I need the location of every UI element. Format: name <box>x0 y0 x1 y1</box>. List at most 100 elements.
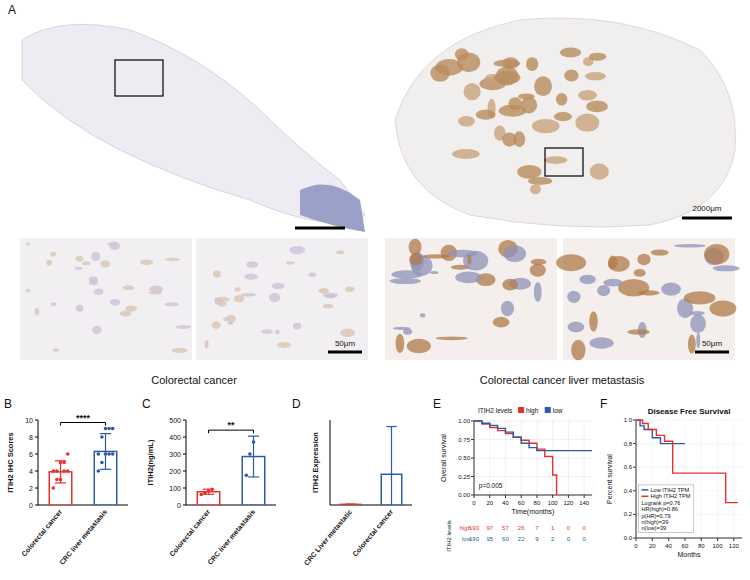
table-title: ITIH2 levels <box>446 520 452 552</box>
point <box>107 452 111 456</box>
scale-bar <box>295 227 345 230</box>
tick <box>183 437 186 438</box>
tissue <box>164 302 179 306</box>
tissue <box>556 93 567 106</box>
tissue <box>92 326 101 334</box>
tissue <box>340 328 355 337</box>
tissue <box>589 337 613 348</box>
table-cell: 26 <box>518 525 525 531</box>
tick-label: 100 <box>713 543 724 549</box>
tissue <box>504 245 527 262</box>
tissue <box>271 283 284 289</box>
point <box>55 469 59 473</box>
zoom-image <box>20 238 192 360</box>
table-cell: 190 <box>469 536 480 542</box>
tick-label: 100 <box>169 485 181 492</box>
tissue <box>452 149 480 159</box>
tissue <box>513 131 525 147</box>
tissue <box>140 260 153 266</box>
tissue <box>704 244 729 265</box>
tissue <box>476 110 496 120</box>
table-cell: 22 <box>518 536 525 542</box>
plot-bg <box>636 420 742 538</box>
tick-label: 20 <box>649 543 656 549</box>
plot-bg <box>474 421 592 495</box>
tissue <box>326 294 336 298</box>
tissue <box>455 48 469 60</box>
tissue <box>213 270 221 277</box>
tissue <box>530 263 546 276</box>
grid-line <box>521 421 522 495</box>
tissue <box>567 291 580 303</box>
error-cap <box>386 426 396 427</box>
tick-label: 4 <box>29 468 33 475</box>
tick-label: 8 <box>29 434 33 441</box>
tick <box>183 454 186 455</box>
point <box>55 478 59 482</box>
tissue <box>235 287 241 291</box>
table-cell: 2 <box>551 536 555 542</box>
tissue <box>318 288 329 294</box>
tissue <box>212 321 221 329</box>
title: Disease Free Survival <box>648 407 731 416</box>
point <box>62 461 66 465</box>
tick-label: 0.4 <box>624 488 633 494</box>
tissue <box>75 256 83 262</box>
tissue <box>458 116 475 127</box>
tick <box>35 471 38 472</box>
tick-label: 0.2 <box>624 511 633 517</box>
tissue <box>575 114 599 132</box>
tissue <box>269 293 281 302</box>
tick-label: 60 <box>682 543 689 549</box>
point <box>107 427 111 431</box>
tissue <box>215 298 221 305</box>
error-bar <box>55 461 66 483</box>
tick-label: 0.0 <box>624 535 633 541</box>
tissue <box>407 339 431 354</box>
tissue <box>120 311 132 317</box>
tick-label: 0.50 <box>458 455 470 461</box>
tissue <box>627 329 650 335</box>
tissue <box>455 272 482 284</box>
tick-label: 500 <box>169 417 181 424</box>
tissue <box>696 332 700 348</box>
tissue <box>531 259 547 265</box>
figure: A2000μm50μm50μmColorectal cancerColorect… <box>0 0 750 580</box>
point <box>111 452 115 456</box>
axis-title: Time(months) <box>512 508 555 516</box>
tissue <box>564 70 578 82</box>
point <box>252 440 256 444</box>
tissue <box>661 283 681 296</box>
legend-label: high <box>526 407 539 415</box>
tissue <box>585 72 606 80</box>
tissue <box>123 285 135 290</box>
point <box>100 461 104 465</box>
tissue <box>246 261 258 268</box>
tissue <box>508 97 522 110</box>
point <box>52 486 56 490</box>
tissue <box>91 252 100 261</box>
tick-label: 300 <box>169 451 181 458</box>
tissue <box>579 275 595 284</box>
tick-label: CRC Liver metastatic <box>303 508 354 567</box>
tick <box>35 420 38 421</box>
grid-line <box>474 421 475 495</box>
tissue <box>125 305 137 311</box>
tissue <box>409 253 422 265</box>
tick-label: 40 <box>665 543 672 549</box>
point <box>66 469 70 473</box>
tick-label: Colorectal cancer <box>168 508 211 558</box>
legend-label: low <box>553 407 563 414</box>
table-cell: 0 <box>567 525 571 531</box>
bracket <box>209 430 254 433</box>
tissue <box>300 184 365 232</box>
tissue <box>684 291 716 304</box>
tissue <box>430 271 439 274</box>
grid-line <box>474 421 592 422</box>
panel-B: B0246810ITIH2 IHC ScoresColorectal cance… <box>4 397 128 566</box>
tissue <box>175 325 191 329</box>
tissue <box>53 348 59 352</box>
tissue <box>336 250 344 254</box>
tissue <box>651 249 669 255</box>
tick-label: 0 <box>177 502 181 509</box>
